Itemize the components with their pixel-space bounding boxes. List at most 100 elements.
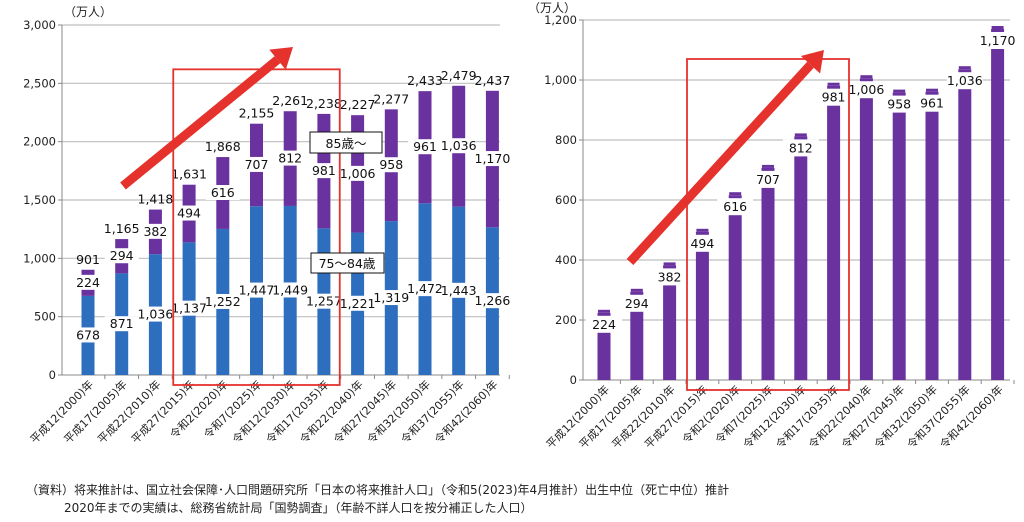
bar-85-plus	[925, 91, 939, 380]
bar-top-marker	[958, 66, 971, 70]
data-label-85-plus: 958	[887, 97, 911, 112]
bar-85-plus	[630, 291, 644, 380]
data-label-bg	[374, 157, 409, 173]
data-label-bg	[441, 282, 476, 298]
data-label-75-84: 1,472	[407, 281, 443, 296]
bar-top-marker	[926, 88, 938, 92]
footnote-actuals: 2020年までの実績は、総務省統計局「国勢調査」（年齢不詳人口を按分補正した人口…	[64, 501, 533, 515]
bar-top-marker	[598, 309, 610, 313]
data-label-85-plus: 707	[756, 172, 780, 187]
data-label-85-plus: 1,170	[980, 33, 1016, 48]
data-label-total: 1,418	[138, 192, 174, 207]
left-highlight-box	[172, 68, 341, 386]
bar-top-marker	[991, 26, 1004, 29]
right-y-tick-label: 0	[570, 373, 577, 387]
data-label-bg	[71, 274, 105, 290]
bar-85-plus	[695, 231, 709, 380]
data-label-85-plus: 981	[822, 90, 846, 105]
data-label-bg	[651, 268, 688, 286]
data-label-bg	[138, 306, 173, 322]
data-label-bg	[205, 293, 240, 309]
data-label-bg	[273, 282, 308, 298]
data-label-bg	[408, 281, 442, 297]
bar-top-marker	[663, 262, 676, 266]
data-label-85-plus: 1,006	[340, 166, 376, 181]
data-label-bg	[475, 151, 510, 167]
data-label-bg	[979, 32, 1016, 49]
bar-85-plus	[761, 167, 775, 380]
bar-top-marker	[893, 89, 906, 93]
data-label-total: 2,155	[239, 106, 275, 121]
data-label-85-plus: 224	[592, 317, 616, 332]
data-label-85-plus: 294	[625, 296, 649, 311]
callout-label: 75〜84歳	[319, 256, 376, 271]
data-label-bg	[172, 205, 207, 221]
data-label-75-84: 1,137	[171, 301, 207, 316]
data-label-85-plus: 616	[723, 199, 747, 214]
data-label-85-plus: 958	[379, 157, 403, 172]
callout-label: 85歳〜	[326, 136, 367, 151]
data-label-total: 1,165	[104, 221, 140, 236]
data-label-75-84: 1,447	[239, 283, 275, 298]
data-label-75-84: 1,257	[306, 294, 342, 309]
bar-85-plus	[859, 78, 873, 380]
data-label-75-84: 1,266	[475, 293, 511, 308]
data-label-85-plus: 707	[245, 157, 269, 172]
bar-85-plus	[892, 92, 906, 380]
data-label-85-plus: 616	[211, 185, 235, 200]
data-label-85-plus: 812	[789, 140, 813, 155]
bar-top-marker	[794, 133, 807, 137]
data-label-bg	[881, 95, 918, 113]
right-y-tick-label: 600	[555, 193, 577, 207]
left-y-tick-label: 0	[49, 368, 56, 382]
data-label-total: 1,868	[205, 139, 241, 154]
left-x-tick-label: 令和7(2025)年	[201, 377, 265, 441]
right-x-tick-label: 令和7(2025)年	[712, 382, 776, 446]
data-label-85-plus: 1,036	[947, 73, 983, 88]
data-label-total: 2,227	[340, 97, 376, 112]
data-label-bg	[782, 139, 819, 157]
left-y-tick-label: 1,000	[23, 251, 56, 265]
data-label-bg	[71, 327, 105, 343]
data-label-85-plus: 812	[278, 151, 302, 166]
left-y-tick-label: 2,500	[23, 76, 56, 90]
data-label-bg	[586, 315, 622, 333]
data-label-bg	[946, 72, 983, 90]
data-label-total: 2,433	[407, 73, 443, 88]
callout-box	[310, 252, 385, 274]
footnote-source: （資料）将来推計は、国立社会保障･人口問題研究所「日本の将来推計人口」（令和5(…	[26, 483, 730, 497]
bar-top-marker	[729, 192, 742, 196]
data-label-bg	[684, 234, 721, 252]
data-label-75-84: 1,252	[205, 294, 241, 309]
data-label-bg	[374, 290, 409, 306]
data-label-bg	[273, 150, 308, 166]
data-label-85-plus: 494	[690, 236, 714, 251]
left-y-tick-label: 3,000	[23, 18, 56, 32]
right-chart-85plus-bars: 02004006008001,0001,200（万人）平成12(2000)年平成…	[528, 1, 1016, 451]
data-label-total: 2,479	[441, 68, 477, 83]
data-label-85-plus: 382	[658, 269, 682, 284]
left-x-tick-label: 令和2(2020)年	[167, 377, 231, 441]
data-label-bg	[475, 293, 510, 309]
data-label-bg	[306, 293, 341, 309]
data-label-75-84: 678	[76, 327, 100, 342]
data-label-bg	[172, 300, 207, 316]
data-label-bg	[205, 185, 240, 200]
right-trend-arrow-shaft	[626, 61, 814, 266]
data-label-bg	[618, 294, 655, 312]
data-label-total: 2,261	[272, 93, 308, 108]
data-label-85-plus: 961	[920, 96, 944, 111]
data-label-bg	[340, 295, 375, 311]
right-highlight-box	[686, 58, 850, 391]
bar-85-plus	[728, 195, 742, 380]
data-label-75-84: 1,443	[441, 283, 477, 298]
data-label-85-plus: 294	[110, 248, 134, 263]
right-y-tick-label: 800	[555, 133, 577, 147]
bar-top-marker	[860, 75, 873, 79]
data-label-85-plus: 494	[177, 206, 201, 221]
data-label-total: 901	[76, 252, 100, 267]
data-label-bg	[306, 163, 341, 179]
right-y-tick-label: 400	[555, 253, 577, 267]
data-label-bg	[914, 94, 950, 112]
